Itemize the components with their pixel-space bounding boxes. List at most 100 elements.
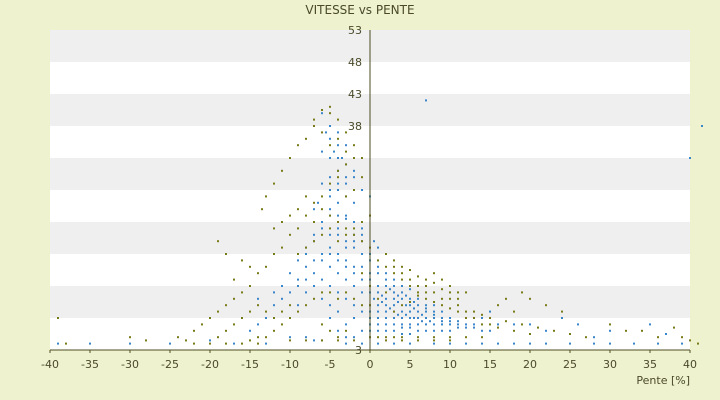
data-point-1 (361, 310, 363, 313)
data-point-2 (409, 301, 411, 303)
data-point-1 (433, 313, 435, 316)
data-point-1 (449, 317, 451, 319)
data-point-2 (361, 272, 363, 275)
data-point-2 (449, 297, 451, 300)
data-point-1 (337, 253, 339, 255)
data-point-2 (425, 291, 427, 294)
data-point-1 (257, 323, 259, 326)
data-point-2 (337, 176, 339, 179)
data-point-1 (345, 323, 347, 326)
data-point-2 (657, 336, 659, 339)
data-point-1 (681, 342, 683, 345)
data-point-1 (413, 307, 415, 310)
data-point-2 (529, 297, 531, 300)
data-point-2 (337, 297, 339, 300)
data-point-1 (481, 342, 483, 345)
data-point-1 (545, 342, 547, 345)
data-point-1 (417, 310, 419, 313)
data-point-1 (433, 329, 435, 332)
data-point-1 (329, 233, 331, 236)
data-point-1 (337, 201, 339, 204)
data-point-2 (417, 336, 419, 339)
data-point-1 (305, 278, 307, 281)
data-point-2 (505, 320, 507, 323)
data-point-2 (273, 227, 275, 230)
data-point-2 (465, 291, 467, 294)
data-point-1 (385, 310, 387, 313)
data-point-2 (417, 294, 419, 297)
data-point-1 (457, 320, 459, 323)
data-point-2 (57, 317, 59, 319)
data-point-2 (265, 336, 267, 339)
data-point-1 (649, 323, 651, 326)
data-point-2 (297, 310, 299, 313)
data-point-1 (397, 301, 399, 303)
data-point-1 (329, 137, 331, 140)
data-point-1 (337, 144, 339, 147)
data-point-2 (345, 227, 347, 230)
data-point-1 (389, 307, 391, 310)
data-point-2 (337, 169, 339, 172)
data-point-1 (473, 323, 475, 326)
data-point-1 (265, 317, 267, 319)
data-point-2 (265, 195, 267, 198)
data-point-2 (281, 169, 283, 172)
x-tick-label: -35 (81, 358, 99, 371)
data-point-2 (433, 336, 435, 339)
data-point-1 (329, 208, 331, 211)
data-point-2 (217, 336, 219, 339)
data-point-2 (385, 291, 387, 294)
data-point-1 (317, 201, 319, 204)
data-point-2 (353, 233, 355, 236)
data-point-2 (217, 240, 219, 243)
data-point-2 (217, 310, 219, 313)
data-point-2 (305, 214, 307, 217)
data-point-2 (393, 259, 395, 262)
data-point-1 (381, 294, 383, 297)
data-point-1 (401, 326, 403, 329)
data-point-2 (337, 137, 339, 140)
data-point-2 (329, 105, 331, 108)
data-point-1 (497, 342, 499, 345)
data-point-2 (673, 326, 675, 329)
data-point-2 (225, 329, 227, 332)
data-point-1 (401, 310, 403, 313)
data-point-2 (313, 221, 315, 223)
data-point-1 (385, 329, 387, 332)
data-point-2 (329, 329, 331, 332)
data-point-1 (305, 291, 307, 294)
data-point-2 (433, 291, 435, 294)
data-point-1 (409, 297, 411, 300)
data-point-1 (441, 329, 443, 332)
data-point-2 (465, 310, 467, 313)
data-point-2 (177, 336, 179, 339)
data-point-1 (361, 227, 363, 230)
data-point-2 (289, 339, 291, 342)
data-point-2 (313, 201, 315, 204)
data-point-1 (321, 182, 323, 185)
data-point-1 (405, 313, 407, 316)
data-point-2 (481, 313, 483, 316)
data-point-1 (329, 304, 331, 307)
data-point-2 (505, 297, 507, 300)
data-point-2 (233, 278, 235, 281)
data-point-2 (201, 323, 203, 326)
data-point-1 (329, 157, 331, 159)
data-point-1 (341, 157, 343, 159)
data-point-1 (417, 329, 419, 332)
y-tick-label: 38 (348, 120, 362, 133)
data-point-2 (449, 339, 451, 342)
data-point-2 (249, 339, 251, 342)
data-point-1 (361, 265, 363, 268)
data-point-1 (457, 323, 459, 326)
data-point-1 (393, 317, 395, 319)
data-point-2 (329, 182, 331, 185)
data-point-1 (513, 323, 515, 326)
data-point-2 (449, 336, 451, 339)
data-point-1 (129, 342, 131, 345)
data-point-1 (209, 339, 211, 342)
data-point-1 (497, 323, 499, 326)
data-point-1 (393, 323, 395, 326)
data-point-2 (353, 297, 355, 300)
data-point-1 (289, 291, 291, 294)
